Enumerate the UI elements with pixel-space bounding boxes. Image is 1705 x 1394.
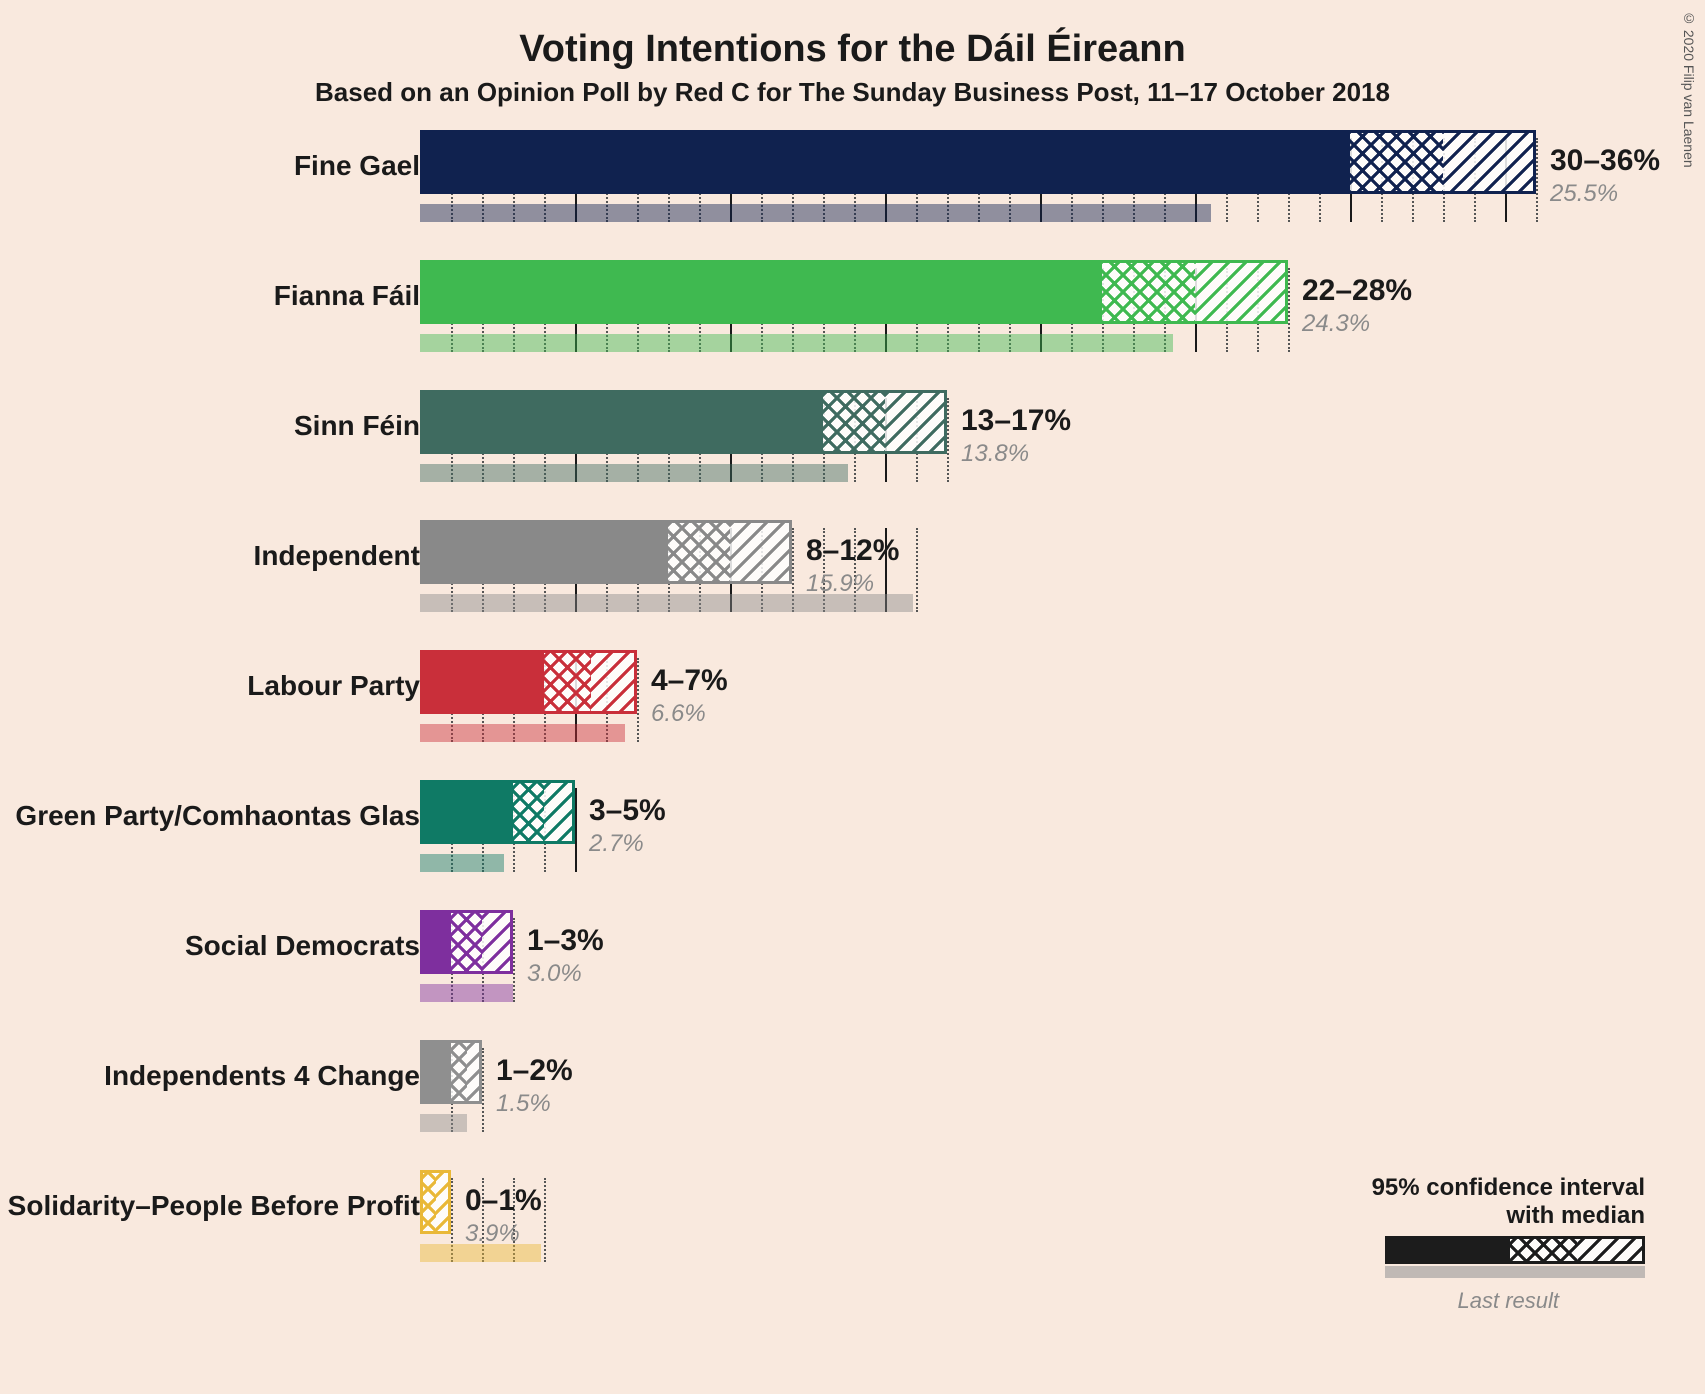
previous-result-label: 13.8% — [961, 440, 1029, 468]
legend-ci-line1: 95% confidence interval — [1372, 1174, 1645, 1202]
ci-bar-outline — [420, 390, 947, 454]
party-label: Independents 4 Change — [104, 1060, 420, 1092]
range-label: 1–3% — [527, 924, 604, 958]
legend-swatch — [1385, 1236, 1645, 1286]
previous-result-label: 2.7% — [589, 830, 644, 858]
range-label: 30–36% — [1550, 144, 1660, 178]
chart-subtitle: Based on an Opinion Poll by Red C for Th… — [0, 77, 1705, 108]
legend-ci-line2: with median — [1372, 1202, 1645, 1230]
previous-result-bar — [420, 1114, 467, 1132]
legend-prev-bar — [1385, 1266, 1645, 1278]
party-label: Sinn Féin — [294, 410, 420, 442]
ci-bar-outline — [420, 1170, 451, 1234]
previous-result-label: 25.5% — [1550, 180, 1618, 208]
previous-result-bar — [420, 724, 625, 742]
party-label: Independent — [254, 540, 420, 572]
previous-result-label: 24.3% — [1302, 310, 1370, 338]
previous-result-bar — [420, 984, 513, 1002]
party-label: Social Democrats — [185, 930, 420, 962]
ci-bar-outline — [420, 520, 792, 584]
party-label: Labour Party — [247, 670, 420, 702]
bar-chart: Fine Gael 30–36%25.5% Fianna Fáil 22–28%24.… — [0, 130, 1705, 1300]
ci-bar-outline — [420, 910, 513, 974]
party-label: Green Party/Comhaontas Glas — [15, 800, 420, 832]
range-label: 1–2% — [496, 1054, 573, 1088]
previous-result-label: 6.6% — [651, 700, 706, 728]
ci-bar-outline — [420, 780, 575, 844]
previous-result-label: 1.5% — [496, 1090, 551, 1118]
chart-row: Independent 8–12%15.9% — [0, 520, 1705, 650]
previous-result-label: 3.9% — [465, 1220, 520, 1248]
range-label: 0–1% — [465, 1184, 542, 1218]
range-label: 3–5% — [589, 794, 666, 828]
chart-legend: 95% confidence interval with median Last… — [1372, 1174, 1645, 1314]
ci-bar-outline — [420, 130, 1536, 194]
previous-result-bar — [420, 854, 504, 872]
previous-result-label: 3.0% — [527, 960, 582, 988]
range-label: 22–28% — [1302, 274, 1412, 308]
previous-result-label: 15.9% — [806, 570, 874, 598]
chart-row: Fianna Fáil 22–28%24.3% — [0, 260, 1705, 390]
chart-row: Green Party/Comhaontas Glas 3–5%2.7% — [0, 780, 1705, 910]
range-label: 8–12% — [806, 534, 899, 568]
party-label: Fine Gael — [294, 150, 420, 182]
legend-last-result: Last result — [1372, 1288, 1645, 1314]
previous-result-bar — [420, 334, 1173, 352]
ci-bar-outline — [420, 650, 637, 714]
range-label: 4–7% — [651, 664, 728, 698]
chart-row: Independents 4 Change 1–2%1.5% — [0, 1040, 1705, 1170]
party-label: Solidarity–People Before Profit — [8, 1190, 420, 1222]
range-label: 13–17% — [961, 404, 1071, 438]
chart-row: Fine Gael 30–36%25.5% — [0, 130, 1705, 260]
previous-result-bar — [420, 464, 848, 482]
chart-row: Labour Party 4–7%6.6% — [0, 650, 1705, 780]
legend-ci-outline — [1385, 1236, 1645, 1264]
chart-row: Social Democrats 1–3%3.0% — [0, 910, 1705, 1040]
chart-title: Voting Intentions for the Dáil Éireann — [0, 0, 1705, 71]
previous-result-bar — [420, 204, 1211, 222]
chart-row: Sinn Féin 13–17%13.8% — [0, 390, 1705, 520]
ci-bar-outline — [420, 260, 1288, 324]
ci-bar-outline — [420, 1040, 482, 1104]
party-label: Fianna Fáil — [274, 280, 420, 312]
